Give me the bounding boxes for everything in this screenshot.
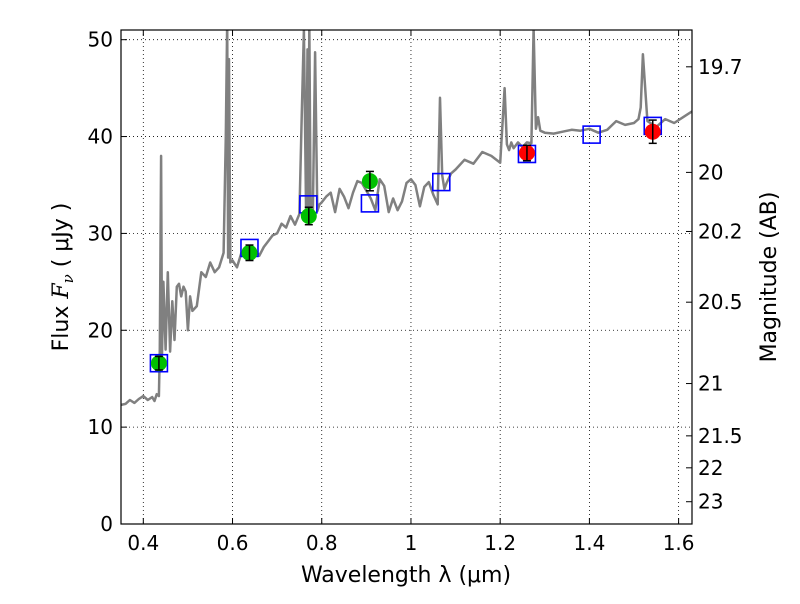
- x-tick-label: 0.6: [217, 531, 249, 555]
- spectrum-line: [121, 30, 692, 407]
- y-axis-label-pre: Flux: [49, 299, 74, 352]
- y-tick-label: 0: [100, 512, 113, 536]
- model-square-marker: [360, 194, 380, 213]
- x-tick-label: 1.2: [484, 531, 516, 555]
- y-axis-label: Flux Fν ( μJy ): [49, 203, 77, 352]
- x-tick-label: 1.6: [663, 531, 695, 555]
- y-tick-label: 20: [88, 318, 113, 342]
- y2-tick-label: 20.2: [698, 219, 743, 243]
- y2-axis-label: Magnitude (AB): [757, 192, 782, 363]
- x-tick-label: 0.8: [306, 531, 338, 555]
- y-axis-label-sub: ν: [59, 274, 77, 283]
- plot-frame: [120, 29, 693, 525]
- y2-tick-label: 21.5: [698, 424, 743, 448]
- x-tick-label: 1.4: [573, 531, 605, 555]
- x-tick-label: 1: [405, 531, 418, 555]
- y-axis-label-var: F: [49, 283, 74, 300]
- y-tick-label: 10: [88, 415, 113, 439]
- x-tick-label: 0.4: [127, 531, 159, 555]
- y2-tick-label: 21: [698, 372, 723, 396]
- y-tick-label: 40: [88, 125, 113, 149]
- y2-tick-label: 19.7: [698, 55, 743, 79]
- model-square-marker: [149, 353, 169, 373]
- model-square-marker: [431, 172, 451, 192]
- y-tick-label: 50: [88, 28, 113, 52]
- model-square-marker: [582, 125, 601, 144]
- y2-tick-label: 20.5: [698, 290, 743, 314]
- ticks: 0.4 0.6 0.8 1 1.2 1.4 1.6 0 10 20 30 40 50 19.7 20 20.2…: [88, 28, 743, 555]
- y-tick-label: 30: [88, 221, 113, 245]
- y2-tick-label: 20: [698, 160, 723, 184]
- series-layer: [121, 30, 692, 407]
- y2-tick-label: 22: [698, 456, 723, 480]
- x-axis-label: Wavelength λ (μm): [301, 563, 511, 588]
- y2-tick-label: 23: [698, 490, 723, 514]
- y-axis-label-post: ( μJy ): [49, 203, 74, 275]
